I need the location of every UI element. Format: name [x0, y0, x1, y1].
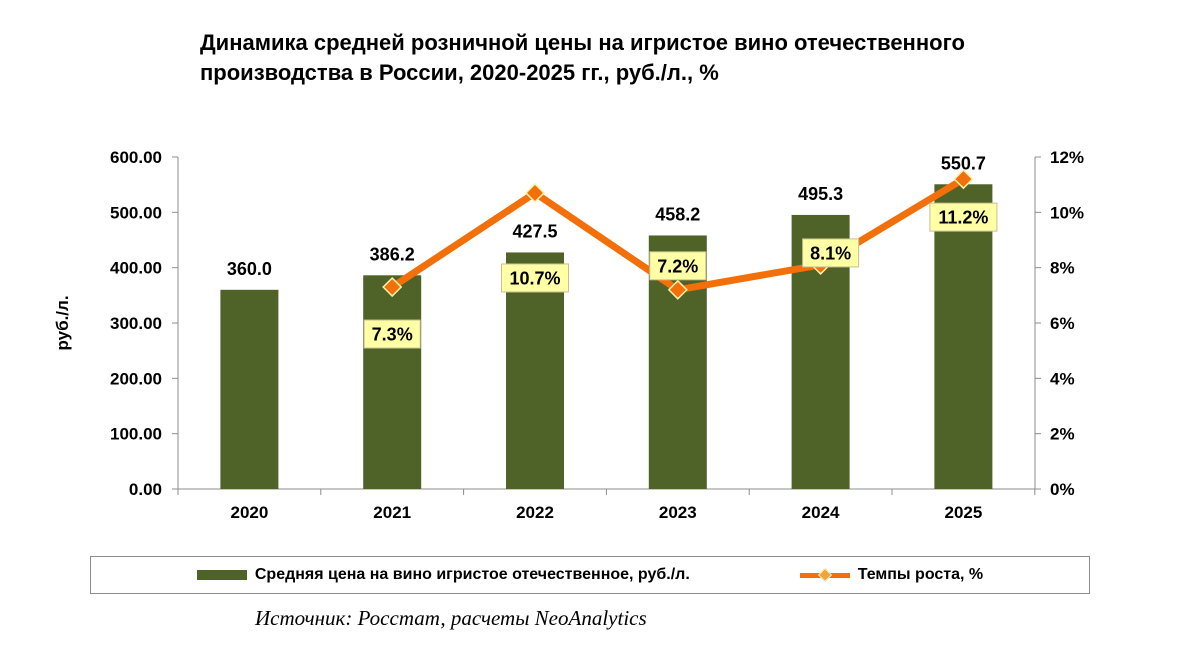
- y2-tick-label: 10%: [1050, 203, 1084, 222]
- growth-marker: [953, 169, 974, 190]
- bar-value-label: 550.7: [941, 153, 986, 173]
- growth-marker: [382, 276, 403, 298]
- legend-item-price: Средняя цена на вино игристое отечествен…: [196, 566, 690, 584]
- growth-label-box: [929, 202, 998, 232]
- y-tick-label: 500.00: [110, 203, 162, 222]
- y-tick-label: 200.00: [110, 369, 162, 388]
- source-note: Источник: Росстат, расчеты NeoAnalytics: [255, 606, 647, 630]
- bar-value-label: 458.2: [655, 204, 700, 224]
- axes: 0.00 100.00 200.00 300.00 400.00 500.00 600.00…: [53, 148, 1084, 522]
- growth-value-label: 7.3%: [372, 325, 413, 345]
- x-tick-label: 2024: [802, 503, 840, 522]
- bar-labels: 360.0 386.2 427.5 458.2 495.3 550.7: [227, 153, 986, 279]
- bar: [934, 184, 993, 489]
- growth-label-box: [363, 319, 421, 349]
- bar: [363, 275, 422, 489]
- x-tick-label: 2021: [373, 503, 411, 522]
- y-tick-label: 400.00: [110, 259, 162, 278]
- bar-value-label: 386.2: [370, 244, 415, 264]
- y-tick-label: 0.00: [129, 480, 162, 499]
- growth-marker: [524, 182, 546, 204]
- y2-tick-label: 8%: [1050, 259, 1075, 278]
- bar-value-label: 427.5: [512, 221, 557, 241]
- x-tick-label: 2022: [516, 503, 554, 522]
- chart-plot: 0.00 100.00 200.00 300.00 400.00 500.00 600.00…: [53, 148, 1084, 522]
- x-tick-label: 2023: [659, 503, 697, 522]
- x-tick-label: 2025: [944, 503, 982, 522]
- legend: Средняя цена на вино игристое отечествен…: [90, 556, 1090, 594]
- legend-item-growth: Темпы роста, %: [799, 566, 984, 584]
- bar-value-label: 495.3: [798, 184, 843, 204]
- y2-tick-label: 0%: [1050, 480, 1075, 499]
- y-tick-label: 100.00: [110, 425, 162, 444]
- growth-marker: [667, 279, 688, 300]
- y2-tick-label: 4%: [1050, 369, 1075, 388]
- y-axis-title: руб./л.: [53, 295, 72, 350]
- y2-tick-label: 6%: [1050, 314, 1075, 333]
- bar: [220, 289, 279, 489]
- growth-value-label: 7.2%: [657, 256, 698, 276]
- growth-label-box: [649, 251, 707, 281]
- x-tick-label: 2020: [230, 503, 268, 522]
- y-tick-label: 600.00: [110, 148, 162, 167]
- y2-tick-label: 12%: [1050, 148, 1084, 167]
- legend-line-swatch: [799, 570, 850, 580]
- growth-label-box: [501, 263, 569, 293]
- bar-value-label: 360.0: [227, 259, 272, 279]
- growth-value-label: 8.1%: [810, 243, 851, 263]
- rate-labels: 7.3% 10.7% 7.2% 8.1% 11.2%: [363, 202, 998, 349]
- y2-tick-label: 2%: [1050, 425, 1075, 444]
- legend-label-growth: Темпы роста, %: [857, 566, 984, 583]
- legend-label-price: Средняя цена на вино игристое отечествен…: [254, 566, 690, 583]
- growth-value-label: 11.2%: [938, 208, 988, 228]
- growth-value-label: 10.7%: [509, 268, 560, 288]
- legend-bar-swatch: [196, 570, 247, 580]
- chart-title: Динамика средней розничной цены на игрис…: [200, 30, 965, 85]
- y-tick-label: 300.00: [110, 314, 162, 333]
- growth-label-box: [802, 238, 860, 268]
